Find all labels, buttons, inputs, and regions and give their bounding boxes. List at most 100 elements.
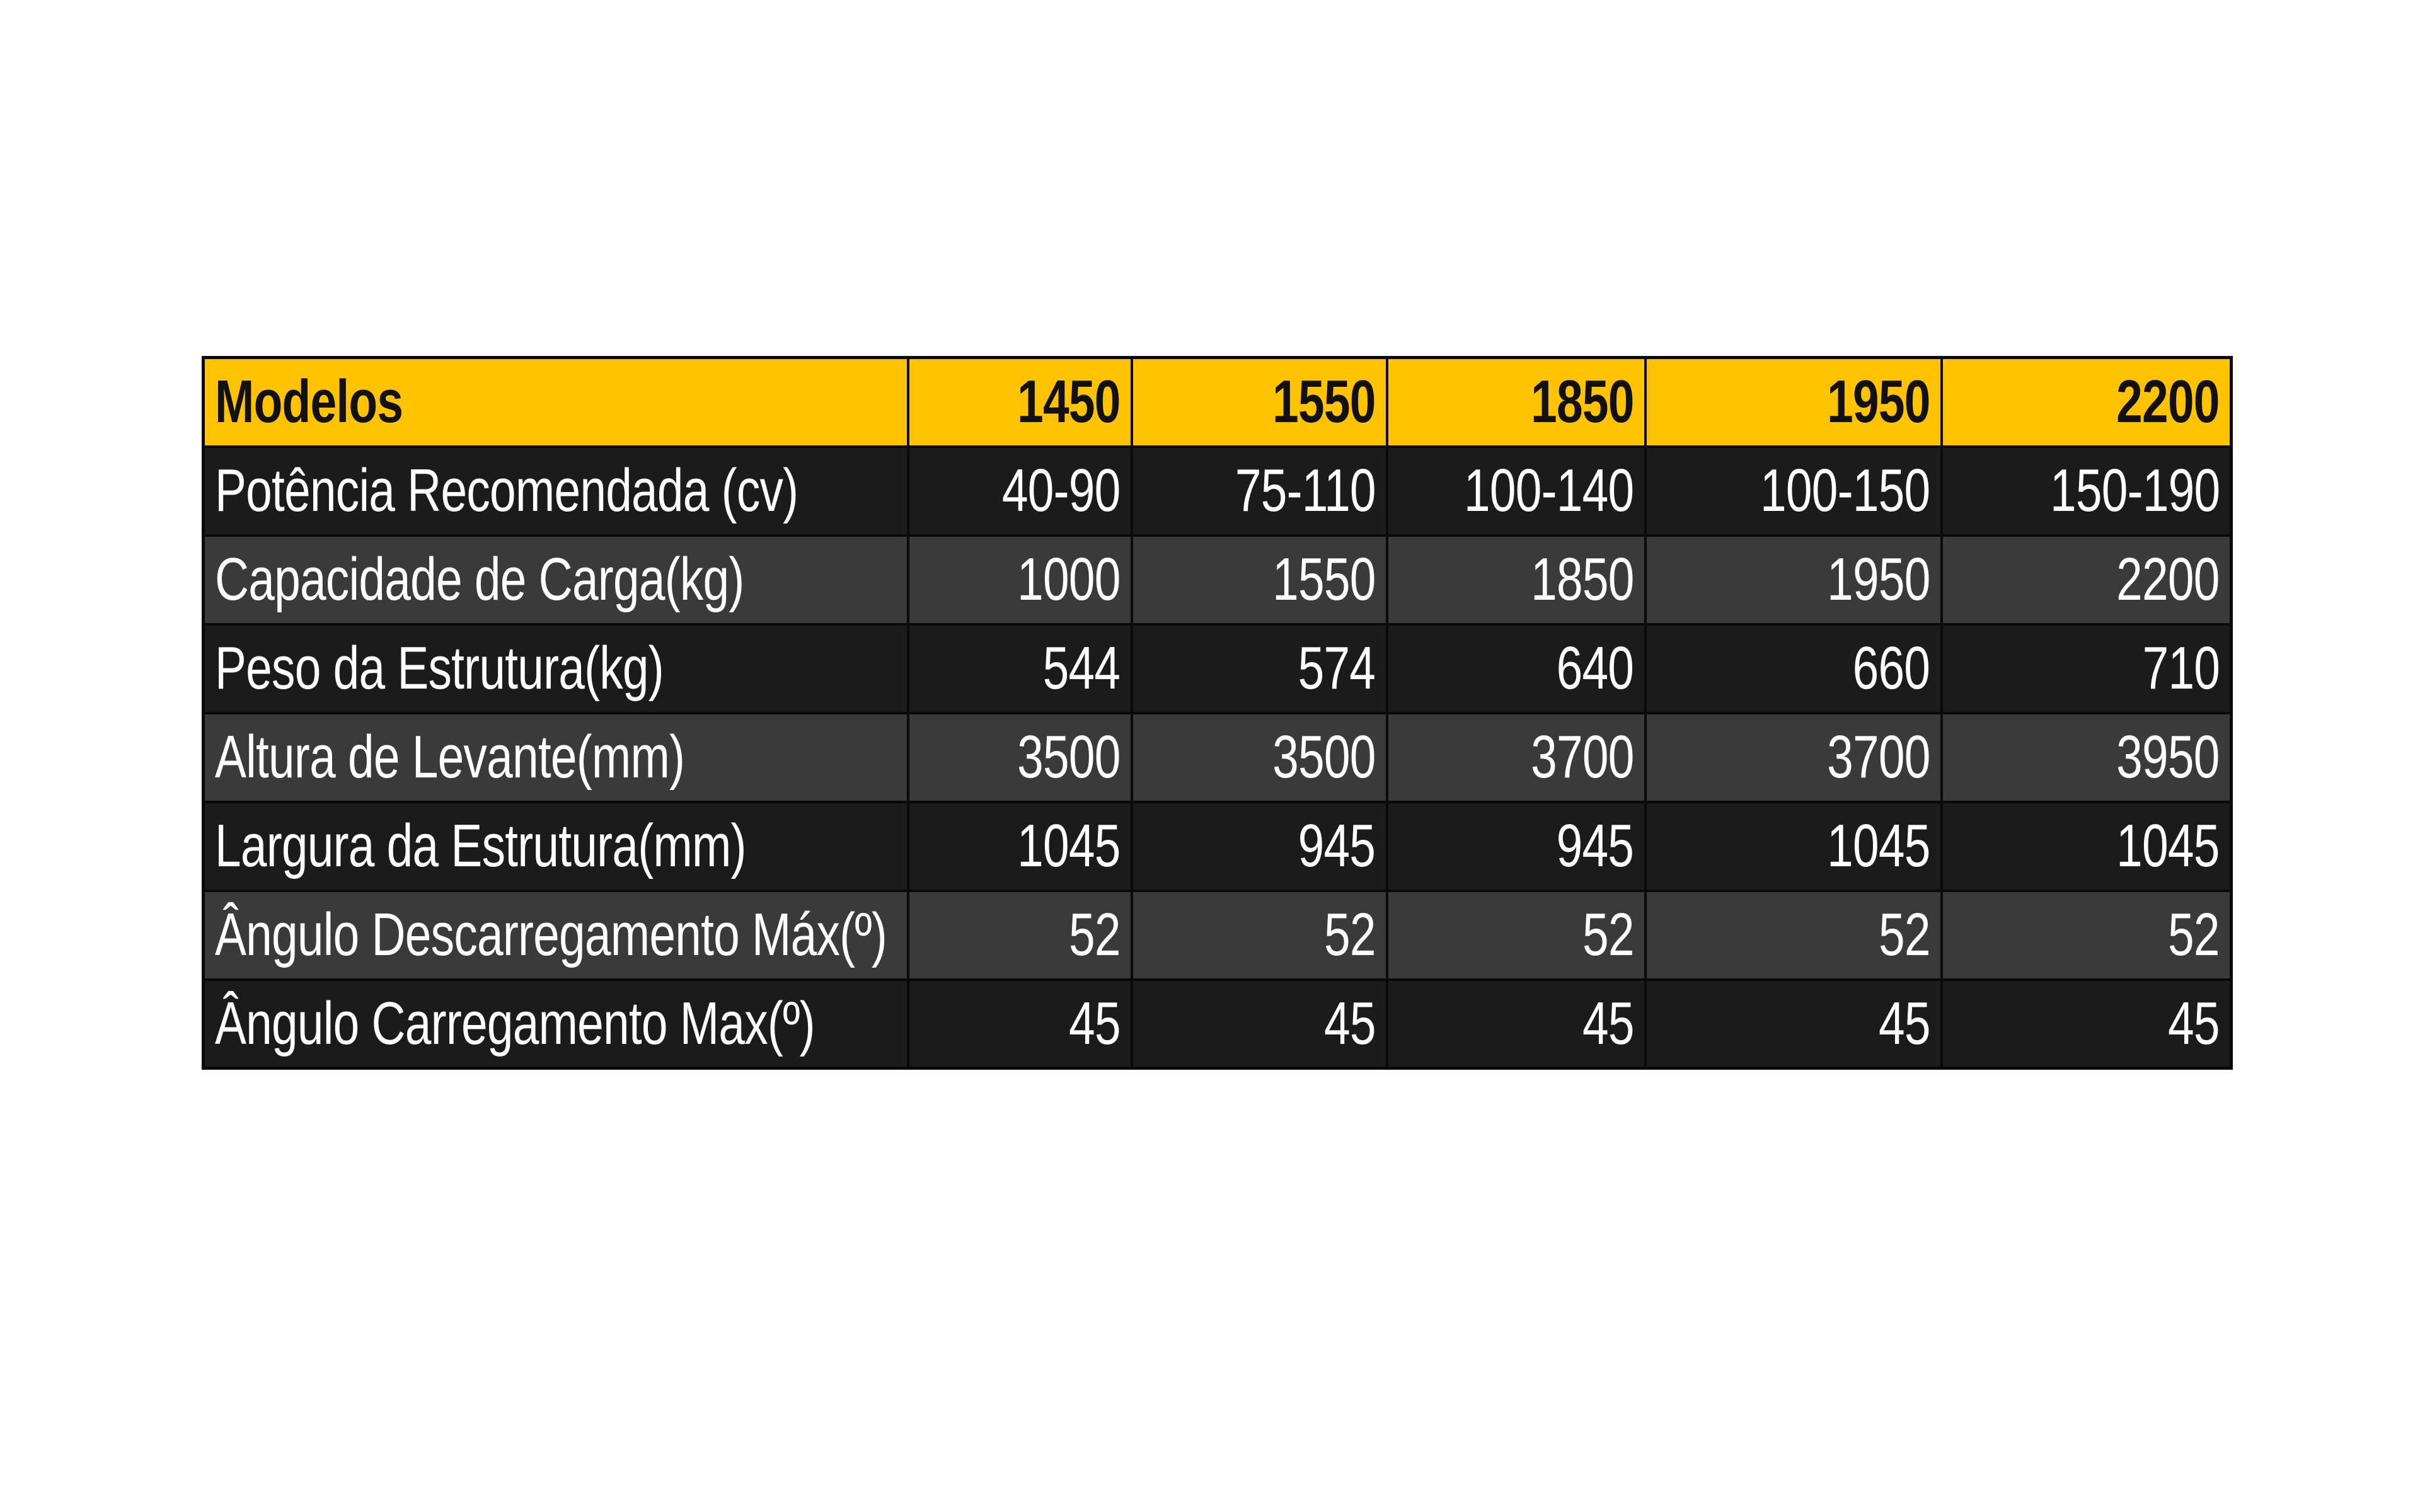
value-cell: 1950 xyxy=(1644,534,1943,626)
value-cell: 945 xyxy=(1385,800,1647,892)
value-cell: 660 xyxy=(1644,622,1943,714)
cell-value: 574 xyxy=(1298,634,1376,702)
model-1550: 1550 xyxy=(1272,368,1376,436)
value-cell: 52 xyxy=(906,889,1133,981)
cell-value: 52 xyxy=(1582,901,1635,968)
value-cell: 1045 xyxy=(1644,800,1943,892)
row-label-cell: Ângulo Descarregamento Máx(º) xyxy=(202,889,909,981)
value-cell: 945 xyxy=(1130,800,1388,892)
row-label: Peso da Estrutura(kg) xyxy=(215,634,664,702)
value-cell: 1550 xyxy=(1130,534,1388,626)
value-cell: 100-150 xyxy=(1644,445,1943,537)
cell-value: 52 xyxy=(1323,901,1376,968)
cell-value: 52 xyxy=(1878,901,1931,968)
row-label: Potência Recomendada (cv) xyxy=(215,457,798,524)
cell-value: 1045 xyxy=(1827,812,1930,879)
row-label-cell: Altura de Levante(mm) xyxy=(202,711,909,803)
cell-value: 100-140 xyxy=(1464,457,1634,524)
cell-value: 1045 xyxy=(2116,812,2220,879)
value-cell: 1000 xyxy=(906,534,1133,626)
cell-value: 544 xyxy=(1042,634,1121,702)
cell-value: 52 xyxy=(2168,901,2220,968)
table-row-lift-height: Altura de Levante(mm) 3500 3500 3700 370… xyxy=(202,711,2233,803)
cell-value: 710 xyxy=(2142,634,2220,702)
value-cell: 52 xyxy=(1130,889,1388,981)
table-row-unload-angle: Ângulo Descarregamento Máx(º) 52 52 52 5… xyxy=(202,889,2233,981)
cell-value: 660 xyxy=(1852,634,1930,702)
row-label: Largura da Estrutura(mm) xyxy=(215,812,746,879)
value-cell: 574 xyxy=(1130,622,1388,714)
cell-value: 945 xyxy=(1556,812,1634,879)
cell-value: 45 xyxy=(1878,989,1931,1057)
value-cell: 3500 xyxy=(1130,711,1388,803)
row-label: Capacidade de Carga(kg) xyxy=(215,546,744,613)
value-cell: 45 xyxy=(906,978,1133,1070)
table-row-power: Potência Recomendada (cv) 40-90 75-110 1… xyxy=(202,445,2233,537)
header-label-cell: Modelos xyxy=(202,356,909,448)
header-label: Modelos xyxy=(215,368,403,436)
cell-value: 1000 xyxy=(1017,546,1121,613)
value-cell: 1045 xyxy=(906,800,1133,892)
value-cell: 3700 xyxy=(1644,711,1943,803)
value-cell: 1045 xyxy=(1940,800,2233,892)
row-label-cell: Potência Recomendada (cv) xyxy=(202,445,909,537)
table-row-load-capacity: Capacidade de Carga(kg) 1000 1550 1850 1… xyxy=(202,534,2233,626)
value-cell: 45 xyxy=(1130,978,1388,1070)
row-label-cell: Largura da Estrutura(mm) xyxy=(202,800,909,892)
value-cell: 45 xyxy=(1940,978,2233,1070)
cell-value: 100-150 xyxy=(1760,457,1930,524)
value-cell: 52 xyxy=(1940,889,2233,981)
cell-value: 1045 xyxy=(1017,812,1121,879)
value-cell: 75-110 xyxy=(1130,445,1388,537)
value-cell: 150-190 xyxy=(1940,445,2233,537)
value-cell: 640 xyxy=(1385,622,1647,714)
cell-value: 1950 xyxy=(1827,546,1930,613)
cell-value: 2200 xyxy=(2116,546,2220,613)
table-header-row: Modelos 1450 1550 1850 1950 2200 xyxy=(202,356,2233,448)
cell-value: 52 xyxy=(1068,901,1121,968)
cell-value: 640 xyxy=(1556,634,1634,702)
cell-value: 3950 xyxy=(2116,723,2220,791)
value-cell: 100-140 xyxy=(1385,445,1647,537)
row-label-cell: Peso da Estrutura(kg) xyxy=(202,622,909,714)
value-cell: 1850 xyxy=(1385,534,1647,626)
value-cell: 45 xyxy=(1644,978,1943,1070)
value-cell: 710 xyxy=(1940,622,2233,714)
table-row-structure-width: Largura da Estrutura(mm) 1045 945 945 10… xyxy=(202,800,2233,892)
value-cell: 544 xyxy=(906,622,1133,714)
header-model-cell: 1850 xyxy=(1385,356,1647,448)
header-model-cell: 2200 xyxy=(1940,356,2233,448)
cell-value: 3500 xyxy=(1017,723,1121,791)
cell-value: 75-110 xyxy=(1235,457,1376,524)
header-model-cell: 1950 xyxy=(1644,356,1943,448)
cell-value: 3500 xyxy=(1272,723,1376,791)
value-cell: 3950 xyxy=(1940,711,2233,803)
header-model-cell: 1550 xyxy=(1130,356,1388,448)
model-1950: 1950 xyxy=(1827,368,1930,436)
value-cell: 45 xyxy=(1385,978,1647,1070)
cell-value: 1550 xyxy=(1272,546,1376,613)
cell-value: 945 xyxy=(1298,812,1376,879)
cell-value: 45 xyxy=(2168,989,2220,1057)
row-label: Ângulo Descarregamento Máx(º) xyxy=(215,901,887,968)
cell-value: 1850 xyxy=(1531,546,1634,613)
cell-value: 45 xyxy=(1068,989,1121,1057)
value-cell: 52 xyxy=(1385,889,1647,981)
cell-value: 45 xyxy=(1582,989,1635,1057)
cell-value: 3700 xyxy=(1531,723,1634,791)
cell-value: 45 xyxy=(1323,989,1376,1057)
model-1850: 1850 xyxy=(1531,368,1634,436)
cell-value: 40-90 xyxy=(1001,457,1121,524)
specifications-table: Modelos 1450 1550 1850 1950 2200 Potênci… xyxy=(202,356,2233,1070)
row-label-cell: Capacidade de Carga(kg) xyxy=(202,534,909,626)
cell-value: 3700 xyxy=(1827,723,1930,791)
value-cell: 2200 xyxy=(1940,534,2233,626)
row-label: Altura de Levante(mm) xyxy=(215,723,685,791)
model-2200: 2200 xyxy=(2116,368,2220,436)
value-cell: 40-90 xyxy=(906,445,1133,537)
value-cell: 3700 xyxy=(1385,711,1647,803)
model-1450: 1450 xyxy=(1017,368,1121,436)
table-row-load-angle: Ângulo Carregamento Max(º) 45 45 45 45 4… xyxy=(202,978,2233,1070)
value-cell: 52 xyxy=(1644,889,1943,981)
row-label-cell: Ângulo Carregamento Max(º) xyxy=(202,978,909,1070)
